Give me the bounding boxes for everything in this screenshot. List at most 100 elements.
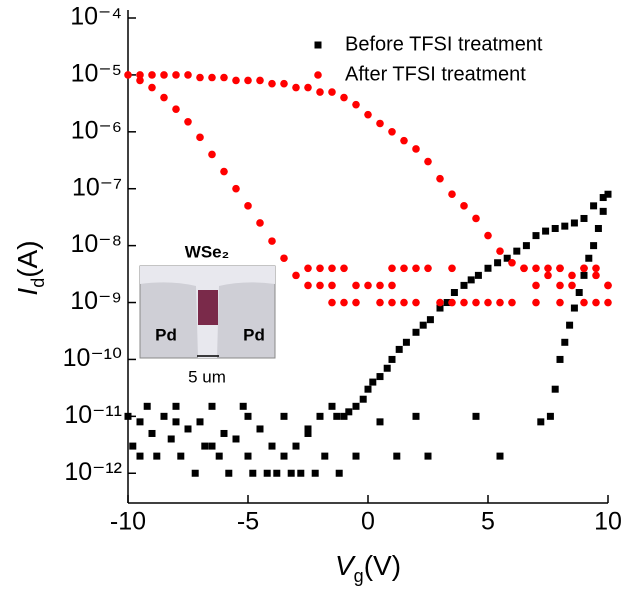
data-point	[460, 298, 468, 307]
data-point	[148, 83, 156, 92]
legend-marker	[314, 71, 322, 79]
data-point	[388, 128, 396, 136]
x-tick-label: 10	[594, 508, 622, 536]
data-point	[263, 469, 271, 477]
data-point	[172, 105, 180, 113]
y-label-unit: (A)	[12, 240, 43, 277]
data-point	[580, 214, 588, 222]
data-point	[494, 259, 502, 267]
data-point	[467, 276, 475, 284]
data-point	[136, 71, 144, 79]
data-point	[448, 190, 456, 199]
data-point	[388, 281, 396, 290]
data-point	[448, 264, 456, 273]
data-point	[244, 202, 252, 210]
data-point	[513, 247, 521, 255]
data-point	[556, 355, 564, 363]
data-point	[225, 469, 233, 477]
data-point	[400, 298, 408, 307]
data-point	[532, 232, 540, 240]
data-point	[304, 429, 312, 437]
data-point	[426, 316, 434, 324]
data-point	[345, 408, 353, 416]
data-point	[280, 412, 288, 420]
data-point	[172, 418, 180, 426]
data-point	[280, 452, 288, 460]
data-point	[184, 71, 192, 79]
data-point	[575, 289, 583, 297]
annotation: 5 um	[188, 367, 226, 386]
data-point	[148, 71, 156, 79]
data-point	[316, 88, 324, 96]
data-point	[376, 418, 384, 426]
data-point	[280, 79, 288, 88]
x-label-unit: (V)	[364, 550, 401, 581]
data-point	[352, 100, 360, 109]
data-point	[208, 73, 216, 82]
data-point	[160, 412, 168, 420]
data-point	[184, 425, 192, 433]
legend-label: After TFSI treatment	[345, 63, 526, 85]
y-tick-label: 10⁻⁹	[70, 287, 122, 315]
data-point	[532, 281, 540, 290]
data-point	[304, 264, 312, 273]
data-point	[244, 412, 252, 420]
data-point	[333, 412, 341, 420]
data-point	[376, 298, 384, 307]
data-point	[196, 418, 204, 426]
x-tick-label: 0	[361, 508, 375, 536]
data-point	[412, 328, 420, 336]
y-label-subscript: d	[28, 278, 48, 288]
data-point	[208, 150, 216, 159]
data-point	[220, 167, 228, 176]
data-point	[580, 264, 588, 273]
data-point	[496, 298, 504, 307]
data-point	[520, 264, 528, 273]
data-point	[328, 281, 336, 290]
data-point	[215, 452, 223, 460]
x-tick-label: -5	[237, 508, 259, 536]
data-point	[503, 254, 511, 262]
data-point	[268, 237, 276, 245]
data-point	[566, 321, 574, 329]
data-point	[268, 442, 276, 450]
y-tick-label: 10⁻¹¹	[64, 401, 122, 429]
data-point	[443, 299, 451, 307]
data-point	[160, 71, 168, 79]
data-point	[369, 378, 377, 386]
data-point	[201, 442, 209, 450]
data-point	[311, 469, 319, 477]
inset: WSe₂ Pd Pd 5 um	[139, 242, 276, 386]
data-point	[124, 412, 132, 420]
data-point	[590, 242, 598, 250]
data-point	[474, 271, 482, 279]
data-point	[364, 385, 372, 393]
data-point	[148, 429, 156, 437]
data-point	[472, 298, 480, 307]
data-point	[561, 222, 569, 230]
data-point	[580, 271, 588, 279]
data-point	[472, 412, 480, 420]
data-point	[359, 395, 367, 403]
data-point	[172, 402, 180, 410]
legend-marker	[314, 41, 322, 49]
data-point	[191, 469, 199, 477]
data-point	[570, 304, 578, 312]
annotation: Pd	[155, 325, 177, 344]
data-point	[292, 271, 300, 280]
data-point	[537, 418, 545, 426]
data-point	[328, 88, 336, 96]
data-point	[136, 452, 144, 460]
y-tick-label: 10⁻⁵	[71, 60, 122, 88]
data-point	[460, 281, 468, 289]
data-point	[388, 264, 396, 273]
data-point	[556, 281, 564, 290]
data-point	[599, 194, 607, 202]
data-point	[419, 321, 427, 329]
data-point	[496, 452, 504, 460]
data-point	[393, 452, 401, 460]
data-point	[561, 338, 569, 346]
data-point	[352, 281, 360, 290]
data-point	[436, 174, 444, 183]
data-point	[580, 298, 588, 307]
